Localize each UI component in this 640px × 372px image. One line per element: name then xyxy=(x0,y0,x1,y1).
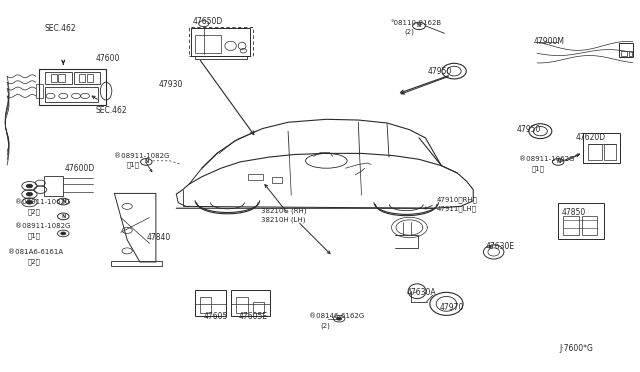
Bar xyxy=(582,216,597,235)
Text: 47910（RH）: 47910（RH） xyxy=(436,197,477,203)
Bar xyxy=(51,74,57,82)
Bar xyxy=(604,144,616,160)
Text: (2): (2) xyxy=(404,29,414,35)
Text: 47900M: 47900M xyxy=(534,37,565,46)
Text: 47840: 47840 xyxy=(147,232,170,242)
Bar xyxy=(195,290,226,317)
Bar xyxy=(111,261,163,266)
Text: ®08146-6162G: ®08146-6162G xyxy=(308,314,364,320)
Text: 47600D: 47600D xyxy=(65,164,95,173)
Bar xyxy=(272,177,282,183)
Text: （1）: （1） xyxy=(127,161,140,168)
Bar xyxy=(248,174,262,180)
Text: （2）: （2） xyxy=(28,208,40,215)
Text: 47630A: 47630A xyxy=(406,288,436,297)
Text: 47970: 47970 xyxy=(440,303,465,312)
Circle shape xyxy=(26,201,33,204)
Text: 38210H (LH): 38210H (LH) xyxy=(261,217,306,223)
Bar xyxy=(621,51,627,55)
Text: 47950: 47950 xyxy=(428,67,452,76)
Text: 47620D: 47620D xyxy=(575,132,605,142)
Text: (2): (2) xyxy=(320,323,330,329)
Bar xyxy=(619,43,633,57)
Bar xyxy=(588,144,602,160)
Bar xyxy=(36,84,44,98)
Text: 47630E: 47630E xyxy=(486,241,515,250)
Bar xyxy=(236,297,248,313)
Text: °08110-8162B: °08110-8162B xyxy=(390,20,442,26)
Bar xyxy=(563,216,579,235)
Circle shape xyxy=(61,232,66,235)
Text: SEC.462: SEC.462 xyxy=(44,24,76,33)
Text: 38210G (RH): 38210G (RH) xyxy=(261,208,307,214)
Bar xyxy=(629,51,632,55)
Text: 47650D: 47650D xyxy=(192,17,223,26)
Circle shape xyxy=(26,192,33,196)
Text: N: N xyxy=(61,199,65,204)
Text: 47605E: 47605E xyxy=(238,312,268,321)
Bar xyxy=(230,290,270,317)
Bar xyxy=(191,29,250,56)
Text: N: N xyxy=(417,23,421,28)
Circle shape xyxy=(337,317,342,320)
Text: SEC.462: SEC.462 xyxy=(95,106,127,115)
Bar xyxy=(74,72,100,84)
Text: ®081A6-6161A: ®081A6-6161A xyxy=(8,249,63,255)
Text: ®08911-1062G: ®08911-1062G xyxy=(15,199,70,205)
Text: （1）: （1） xyxy=(28,232,40,239)
Text: （2）: （2） xyxy=(28,258,40,265)
Circle shape xyxy=(26,184,33,188)
Text: ®08911-1062G: ®08911-1062G xyxy=(519,156,575,162)
Bar xyxy=(200,297,211,313)
Text: ®08911-1082G: ®08911-1082G xyxy=(15,223,70,229)
Bar xyxy=(44,176,63,196)
Bar xyxy=(195,35,221,53)
Bar xyxy=(39,69,106,105)
Bar xyxy=(45,87,98,102)
Bar xyxy=(45,72,72,84)
Text: 47600: 47600 xyxy=(95,54,120,62)
Text: J·7600*G: J·7600*G xyxy=(559,344,593,353)
Text: N: N xyxy=(61,214,65,219)
Text: N: N xyxy=(144,160,148,164)
Text: N: N xyxy=(556,160,561,164)
Text: 47605: 47605 xyxy=(204,312,228,321)
Text: 47950: 47950 xyxy=(516,125,541,134)
Text: 47850: 47850 xyxy=(561,208,586,217)
Text: 47911（LH）: 47911（LH） xyxy=(436,206,476,212)
Bar xyxy=(87,74,93,82)
Bar xyxy=(583,133,620,163)
Bar xyxy=(253,302,264,313)
Text: ®08911-1082G: ®08911-1082G xyxy=(115,153,170,158)
Bar xyxy=(58,74,65,82)
Bar xyxy=(557,203,604,238)
Text: （1）: （1） xyxy=(532,165,545,171)
Bar xyxy=(79,74,85,82)
Text: 47930: 47930 xyxy=(159,80,184,89)
